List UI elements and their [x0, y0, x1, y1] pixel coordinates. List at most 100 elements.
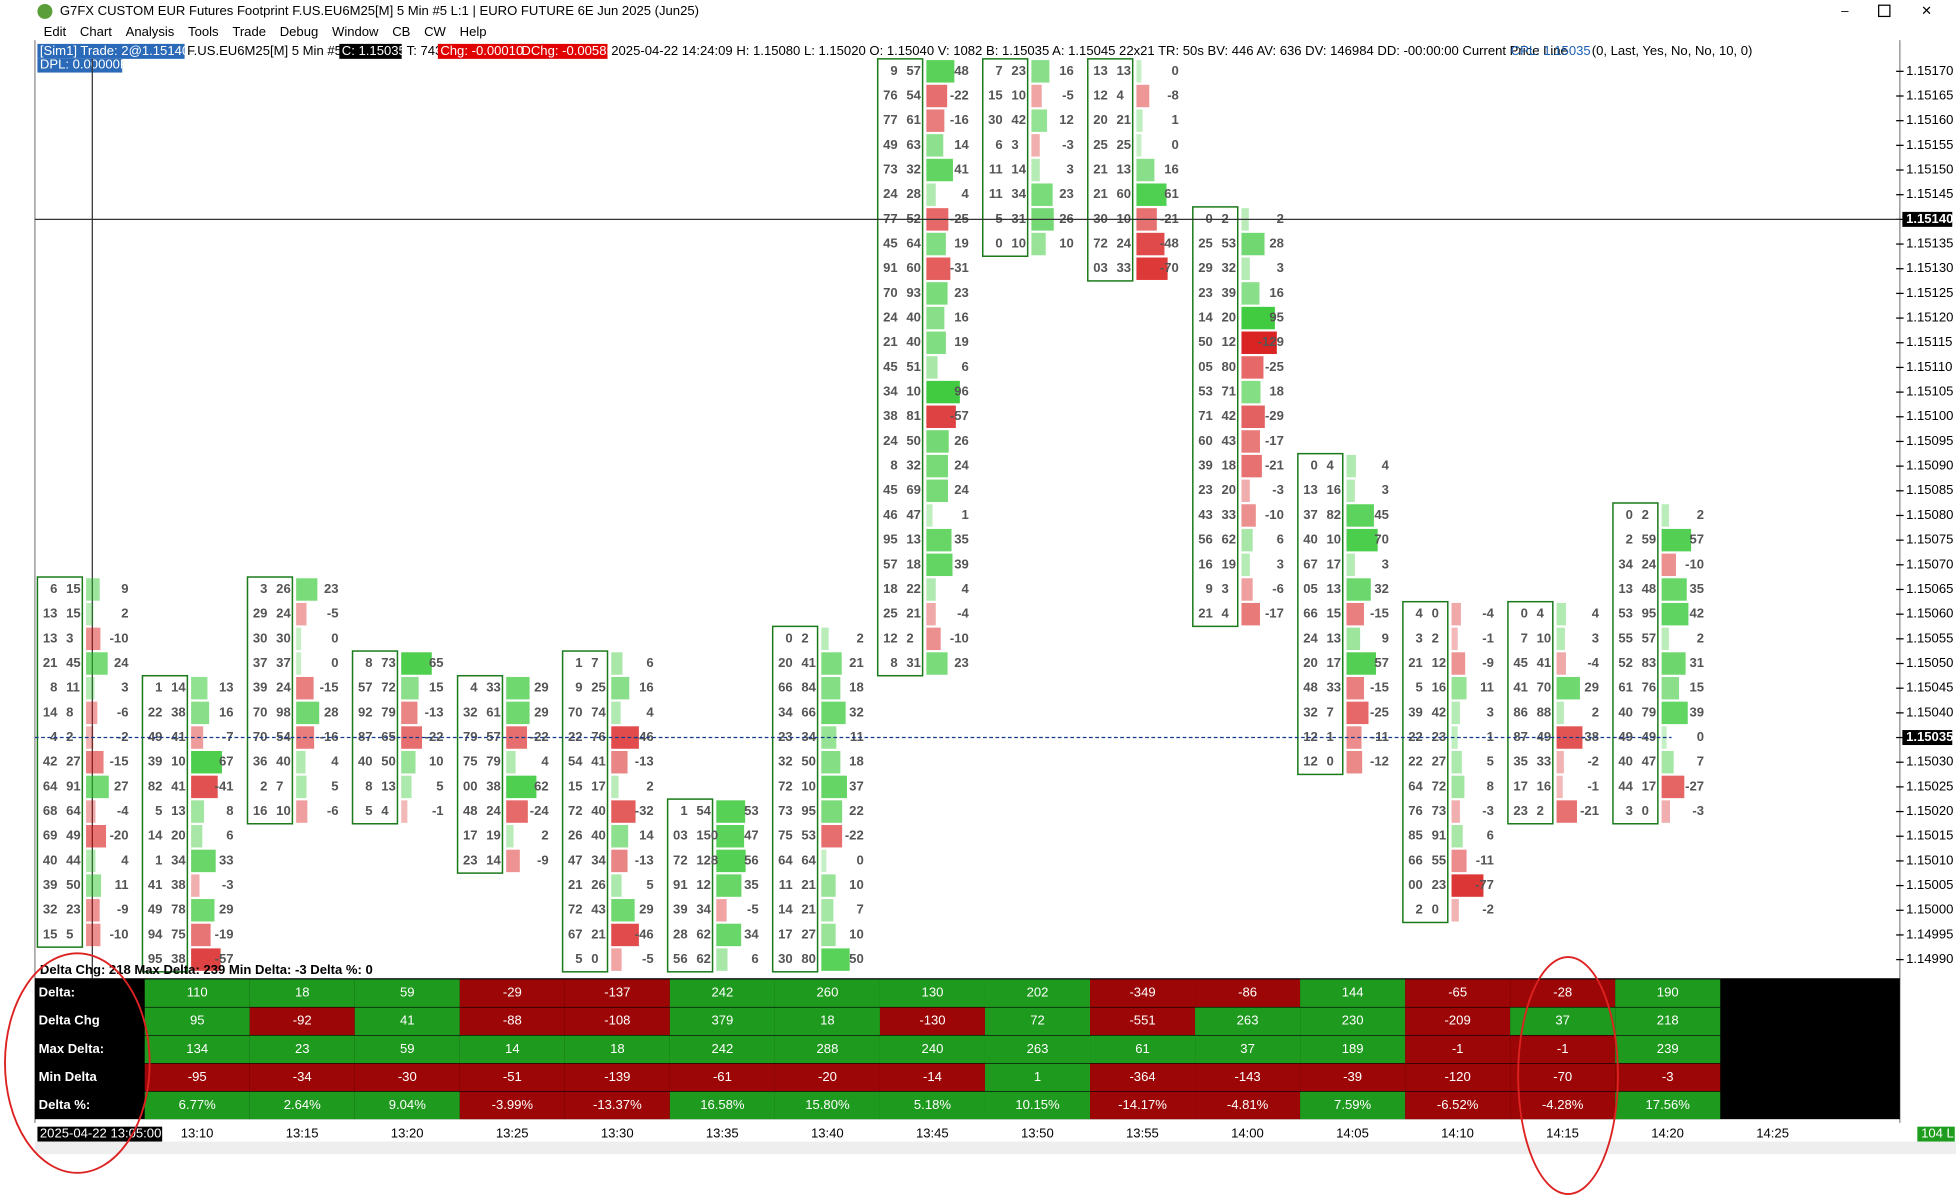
delta-value: 24	[954, 482, 969, 497]
delta-value: 26	[954, 433, 969, 448]
delta-cell	[611, 750, 628, 774]
ask-volume: 2	[906, 630, 913, 645]
table-value: 9.04%	[389, 1097, 426, 1112]
table-cell	[1510, 1035, 1616, 1064]
table-value: 1	[1034, 1069, 1041, 1084]
ask-volume: 19	[1222, 556, 1237, 571]
delta-cell	[191, 800, 204, 823]
bid-volume: 3	[1416, 630, 1423, 645]
delta-cell	[401, 652, 432, 675]
ask-volume: 37	[276, 655, 291, 670]
delta-value: 3	[1277, 260, 1284, 275]
table-value: -209	[1445, 1013, 1471, 1028]
table-cell	[879, 1007, 985, 1035]
delta-cell	[1661, 750, 1674, 774]
table-cell	[354, 1063, 460, 1092]
delta-value: 19	[954, 334, 969, 349]
bid-volume: 85	[1408, 828, 1423, 843]
delta-value: -57	[950, 408, 969, 423]
restore[interactable]	[1878, 4, 1891, 18]
delta-cell	[506, 775, 537, 799]
price-label: 1.15000	[1906, 902, 1953, 917]
delta-cell	[191, 825, 203, 848]
menu-item[interactable]: Help	[460, 24, 487, 39]
menu-item[interactable]: Debug	[280, 24, 319, 39]
delta-cell	[86, 627, 101, 651]
menu-item[interactable]: CW	[424, 24, 446, 39]
ask-volume: 7	[276, 778, 283, 793]
bid-volume: 70	[883, 285, 898, 300]
delta-value: -4	[1482, 606, 1494, 621]
ask-volume: 43	[591, 902, 606, 917]
menu-item[interactable]: Window	[332, 24, 379, 39]
ask-volume: 12	[1222, 334, 1237, 349]
delta-cell	[191, 948, 221, 971]
bid-volume: 13	[1093, 63, 1108, 78]
table-cell	[1405, 1091, 1511, 1120]
bid-volume: 30	[778, 951, 793, 966]
minimize[interactable]: –	[1841, 3, 1849, 18]
delta-cell	[1451, 874, 1484, 897]
ask-volume: 13	[906, 532, 921, 547]
delta-cell	[1346, 479, 1355, 503]
menu-item[interactable]: CB	[392, 24, 410, 39]
delta-cell	[86, 701, 98, 725]
delta-cell	[86, 652, 108, 675]
delta-value: 19	[954, 236, 969, 251]
bid-volume: 41	[148, 877, 163, 892]
bar-outline	[771, 625, 819, 973]
bid-volume: 8	[890, 655, 897, 670]
bid-volume: 0	[1311, 458, 1318, 473]
menu-item[interactable]: Tools	[188, 24, 219, 39]
table-cell	[1300, 1035, 1406, 1064]
delta-value: 24	[114, 655, 129, 670]
bid-volume: 40	[1618, 754, 1633, 769]
delta-value: 23	[954, 655, 969, 670]
table-value: 218	[1657, 1013, 1679, 1028]
delta-value: 4	[646, 704, 654, 719]
bid-volume: 61	[1618, 680, 1633, 695]
delta-value: 3	[1382, 482, 1389, 497]
bid-volume: 39	[253, 680, 268, 695]
bid-volume: 21	[1093, 186, 1108, 201]
app-icon	[37, 3, 53, 19]
delta-cell	[716, 849, 746, 873]
ask-volume: 49	[1642, 729, 1657, 744]
delta-cell	[926, 84, 948, 108]
ask-volume: 53	[1222, 236, 1237, 251]
delta-value: -22	[950, 87, 969, 102]
delta-value: 62	[534, 778, 549, 793]
delta-value: 6	[751, 951, 758, 966]
table-value: 189	[1342, 1041, 1364, 1056]
delta-cell	[926, 430, 949, 453]
table-cell	[144, 1063, 250, 1092]
delta-value: -3	[1272, 482, 1284, 497]
delta-cell	[821, 800, 843, 823]
table-value: -364	[1129, 1069, 1155, 1084]
close[interactable]: ✕	[1921, 3, 1932, 18]
delta-cell	[1661, 701, 1688, 725]
ask-volume: 48	[1642, 581, 1657, 596]
bid-volume: 23	[1198, 285, 1213, 300]
price-label: 1.15055	[1906, 630, 1953, 645]
menu-item[interactable]: Analysis	[126, 24, 175, 39]
delta-value: 0	[1697, 729, 1704, 744]
delta-value: 29	[639, 902, 654, 917]
table-cell	[1300, 979, 1406, 1007]
delta-cell	[926, 306, 945, 330]
menu-bar: Edit Chart Analysis Tools Trade Debug Window CB…	[44, 24, 487, 39]
ask-volume: 84	[801, 680, 816, 695]
table-value: 379	[711, 1013, 733, 1028]
menu-item[interactable]: Edit	[44, 24, 67, 39]
scrollbar[interactable]	[34, 1141, 1956, 1155]
delta-cell	[1136, 257, 1168, 280]
table-value: 239	[1657, 1041, 1679, 1056]
bid-volume: 34	[1618, 556, 1633, 571]
delta-value: 2	[646, 778, 653, 793]
delta-cell	[926, 109, 945, 132]
menu-item[interactable]: Chart	[80, 24, 112, 39]
menu-item[interactable]: Trade	[232, 24, 266, 39]
table-value: -14.17%	[1118, 1097, 1167, 1112]
delta-cell	[716, 899, 727, 922]
ask-volume: 95	[801, 803, 816, 818]
